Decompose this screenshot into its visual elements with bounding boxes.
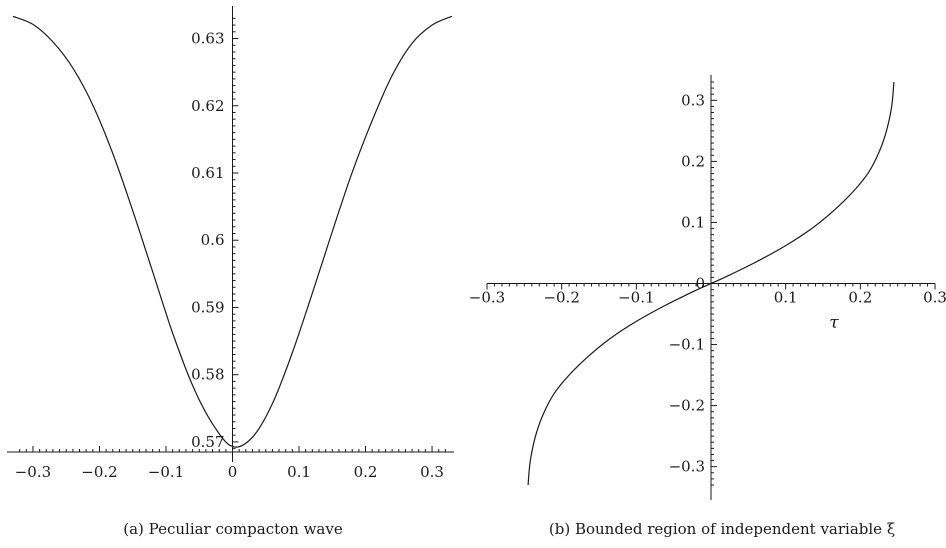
y-tick-label: 0.3 xyxy=(681,91,705,109)
y-tick-label: 0.62 xyxy=(191,97,224,115)
y-tick-label: 0.57 xyxy=(191,433,224,451)
x-tick-label: −0.3 xyxy=(15,463,51,481)
panel-b: −0.3 −0.2 −0.1 0.1 0.2 0.3 0.3 0.2 0.1 0 −0.1 −0.2 −… xyxy=(469,75,946,500)
y-tick-label: 0.2 xyxy=(681,152,705,170)
x-tick-label: 0.1 xyxy=(774,289,798,307)
y-tick-label: 0.63 xyxy=(191,30,224,48)
y-tick-label: 0.61 xyxy=(191,164,224,182)
bounded-region-curve xyxy=(527,81,895,486)
x-tick-label: 0.2 xyxy=(848,289,872,307)
x-tick-label: 0.3 xyxy=(420,463,444,481)
x-tick-label: 0.1 xyxy=(287,463,311,481)
y-tick-label: 0.58 xyxy=(191,366,224,384)
panel-a: −0.3 −0.2 −0.1 0 0.1 0.2 0.3 0.57 0.58 0.59 0.6 0.6… xyxy=(7,6,454,481)
x-tick-label: −0.2 xyxy=(543,289,579,307)
x-tick-label: −0.2 xyxy=(81,463,117,481)
x-tick-label: −0.3 xyxy=(469,289,505,307)
y-tick-label: −0.1 xyxy=(669,336,705,354)
y-tick-label: 0.1 xyxy=(681,213,705,231)
x-tick-label: 0.3 xyxy=(923,289,946,307)
x-tick-label: −0.1 xyxy=(618,289,654,307)
caption-b: (b) Bounded region of independent variab… xyxy=(549,520,895,538)
y-tick-label: −0.3 xyxy=(669,458,705,476)
x-axis-label: τ xyxy=(829,313,839,333)
y-tick-label: 0 xyxy=(695,275,705,293)
x-tick-label: 0 xyxy=(228,463,238,481)
y-tick-label: 0.6 xyxy=(201,231,225,249)
compacton-wave-curve xyxy=(12,15,453,448)
x-tick-label: 0.2 xyxy=(354,463,378,481)
y-tick-label: 0.59 xyxy=(191,298,224,316)
caption-a: (a) Peculiar compacton wave xyxy=(123,520,343,538)
x-tick-label: −0.1 xyxy=(148,463,184,481)
y-tick-label: −0.2 xyxy=(669,397,705,415)
